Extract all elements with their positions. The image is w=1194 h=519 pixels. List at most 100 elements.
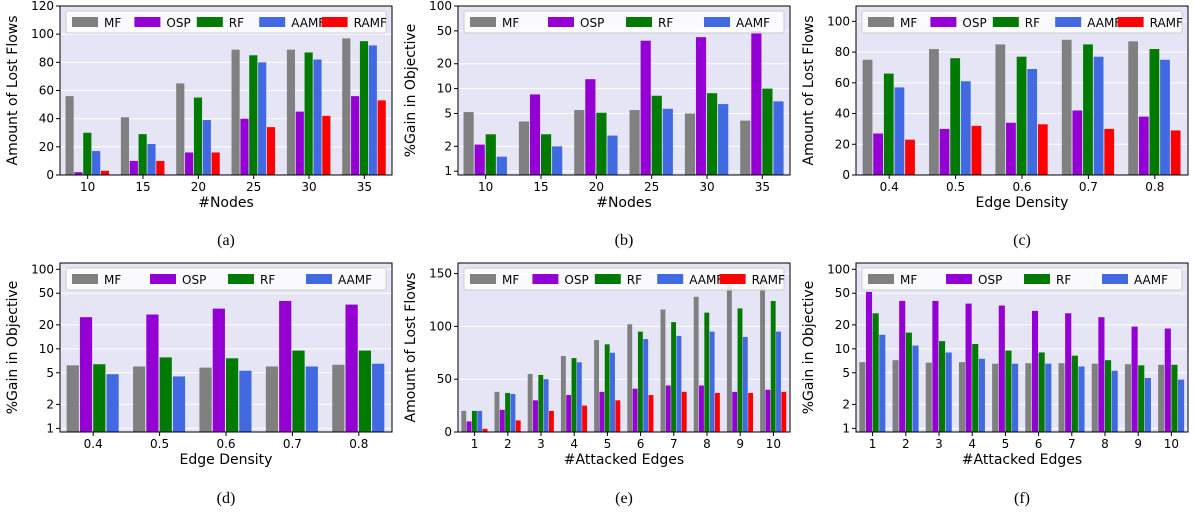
x-axis-label: #Nodes <box>596 195 652 211</box>
bar-aamf-9 <box>742 336 748 432</box>
y-tick-label: 2 <box>842 397 850 411</box>
x-tick-label: 30 <box>301 180 316 194</box>
x-tick-label: 1 <box>869 437 877 451</box>
bar-aamf-10 <box>1178 379 1185 432</box>
legend-swatch-mf <box>470 17 496 27</box>
bar-ramf-0.6 <box>1037 124 1048 175</box>
x-tick-label: 2 <box>504 437 512 451</box>
bar-rf-30 <box>304 52 313 176</box>
bar-osp-0.4 <box>873 133 884 175</box>
bar-mf-30 <box>286 49 296 175</box>
bar-aamf-4 <box>576 362 582 432</box>
bar-mf-0.7 <box>265 366 279 432</box>
x-tick-label: 7 <box>1068 437 1076 451</box>
bar-mf-0.6 <box>995 44 1006 175</box>
legend-label-ramf: RAMF <box>1150 16 1183 30</box>
bar-osp-0.8 <box>1138 116 1149 175</box>
bar-aamf-25 <box>258 62 267 175</box>
plot-frame <box>457 5 791 176</box>
bar-osp-10 <box>765 389 771 432</box>
legend-label-aamf: AAMF <box>291 16 325 30</box>
legend-swatch-rf <box>992 17 1019 27</box>
bar-aamf-0.6 <box>239 370 252 432</box>
bar-osp-8 <box>1098 317 1105 432</box>
y-tick-label: 100 <box>31 262 54 276</box>
legend-swatch-ramf <box>1117 17 1144 27</box>
bar-mf-35 <box>740 120 751 175</box>
bar-aamf-35 <box>773 101 784 175</box>
y-tick-label: 20 <box>39 140 54 154</box>
legend-swatch-mf <box>72 274 98 284</box>
y-tick-label: 100 <box>429 0 452 13</box>
bar-rf-10 <box>485 134 496 175</box>
legend-label-mf: MF <box>900 16 917 30</box>
x-tick-label: 1 <box>471 437 479 451</box>
bar-osp-0.6 <box>212 308 225 432</box>
x-tick-label: 20 <box>191 180 206 194</box>
bar-ramf-2 <box>515 420 521 432</box>
chart-c: 0 20 40 60 80 100 0.4 0.5 0.6 0.7 0.8 MF OSP RF AAMF RA… <box>801 5 1189 249</box>
legend-swatch-rf <box>228 274 254 284</box>
bar-mf-0.6 <box>199 367 212 432</box>
x-tick-label: 0.4 <box>880 180 899 194</box>
x-tick-label: 35 <box>357 180 372 194</box>
bar-aamf-0.5 <box>960 81 971 175</box>
bar-aamf-0.7 <box>1093 56 1104 176</box>
x-tick-label: 20 <box>589 180 604 194</box>
legend-label-osp: OSP <box>962 16 986 30</box>
bar-mf-1 <box>859 362 866 432</box>
bar-osp-6 <box>632 388 638 432</box>
y-tick-label: 10 <box>437 82 452 96</box>
bar-rf-4 <box>571 358 577 432</box>
plot-frame <box>855 5 1189 176</box>
y-tick-label: 10 <box>835 342 850 356</box>
bar-aamf-6 <box>1045 363 1052 432</box>
bar-mf-3 <box>925 362 932 432</box>
legend-label-mf: MF <box>502 273 519 287</box>
bar-mf-25 <box>629 110 640 175</box>
bar-osp-7 <box>665 385 671 432</box>
y-tick-label: 100 <box>31 27 54 41</box>
y-axis-label: Amount of Lost Flows <box>403 272 419 422</box>
bar-rf-25 <box>249 55 258 175</box>
legend-label-mf: MF <box>104 16 121 30</box>
legend-label-aamf: AAMF <box>338 273 372 287</box>
bar-aamf-10 <box>776 331 781 432</box>
bar-rf-1 <box>471 410 477 433</box>
y-tick-label: 1 <box>842 421 850 435</box>
y-tick-label: 150 <box>429 267 452 281</box>
legend-swatch-rf <box>196 17 223 27</box>
bar-rf-2 <box>905 332 912 432</box>
y-axis-label: %Gain in Objective <box>403 24 419 158</box>
x-axis-label: Edge Density <box>976 195 1069 211</box>
panel-d: 1 2 5 10 20 50 100 0.4 0.5 0.6 0.7 0.8 MF OSP RF AAMF Ed… <box>0 257 398 515</box>
bar-rf-0.7 <box>1083 44 1093 175</box>
x-tick-label: 9 <box>1134 437 1142 451</box>
bar-mf-9 <box>1124 364 1132 432</box>
bar-mf-15 <box>120 117 130 175</box>
bar-rf-2 <box>505 392 511 432</box>
y-tick-label: 20 <box>835 318 850 332</box>
x-tick-label: 4 <box>570 437 578 451</box>
bar-mf-3 <box>527 373 533 432</box>
legend-swatch-osp <box>930 17 957 27</box>
y-tick-label: 50 <box>437 24 452 38</box>
bar-mf-10 <box>1158 364 1165 432</box>
x-tick-label: 10 <box>766 437 781 451</box>
chart-e: 0 50 100 150 1 2 3 4 5 6 7 8 9 10 MF OSP RF AAMF RAMF #Atta… <box>403 262 791 507</box>
chart-a: 0 20 40 60 80 100 120 10 15 20 25 30 35 MF OSP RF AAMF RA… <box>5 0 393 249</box>
y-tick-label: 1 <box>444 164 452 178</box>
bar-mf-0.5 <box>133 366 146 432</box>
bar-aamf-15 <box>147 144 156 175</box>
bar-osp-6 <box>1031 310 1039 432</box>
bar-mf-4 <box>958 362 966 432</box>
legend <box>861 267 1183 291</box>
bar-osp-3 <box>932 300 939 432</box>
y-tick-label: 60 <box>835 76 850 90</box>
bar-osp-0.6 <box>1006 122 1016 175</box>
bar-aamf-5 <box>1012 363 1019 432</box>
bar-aamf-20 <box>202 120 211 175</box>
bar-ramf-20 <box>211 152 220 175</box>
legend <box>463 267 785 291</box>
x-tick-label: 0.7 <box>283 437 302 451</box>
